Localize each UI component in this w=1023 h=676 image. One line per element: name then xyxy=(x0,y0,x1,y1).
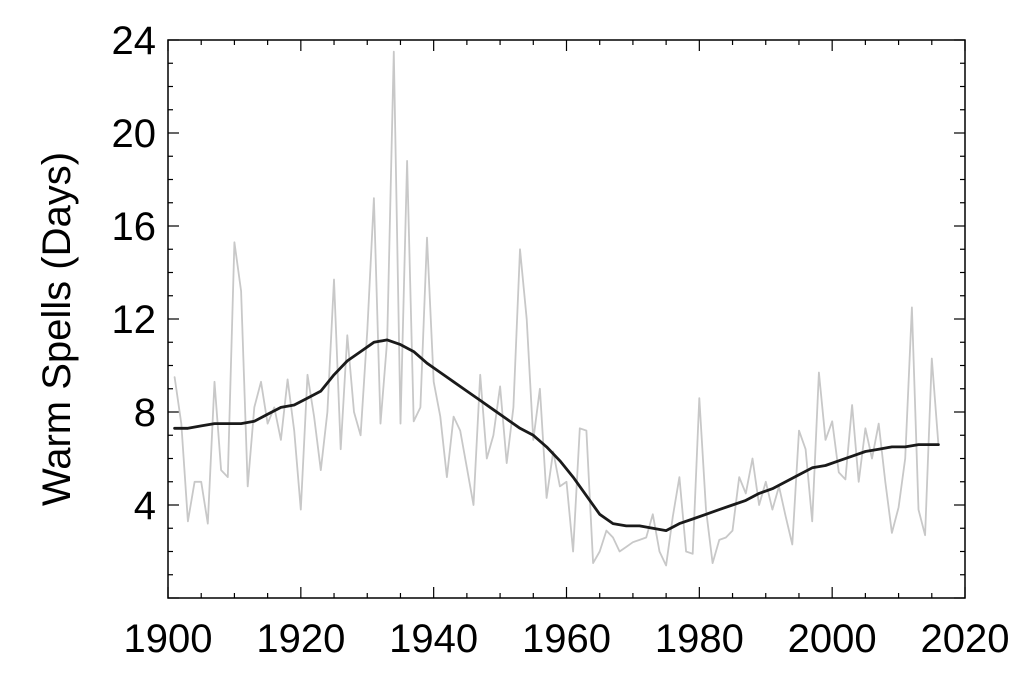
y-tick-label: 16 xyxy=(112,205,157,249)
x-tick-label: 2000 xyxy=(788,617,877,661)
x-tick-label: 1940 xyxy=(389,617,478,661)
y-tick-label: 20 xyxy=(112,112,157,156)
x-tick-label: 1980 xyxy=(655,617,744,661)
y-axis-ticks-left xyxy=(168,39,179,599)
y-tick-label: 4 xyxy=(134,484,156,528)
series-group xyxy=(173,50,940,567)
annual-values-line xyxy=(173,50,940,567)
x-tick-label: 1900 xyxy=(124,617,213,661)
x-axis-ticks-bottom xyxy=(167,587,966,598)
y-axis-ticks-right xyxy=(954,39,965,599)
smoothed-trend-line xyxy=(173,338,940,532)
y-tick-label: 24 xyxy=(112,19,157,63)
y-tick-label: 12 xyxy=(112,298,157,342)
x-axis-tick-labels: 1900 1920 1940 1960 1980 2000 2020 xyxy=(124,617,1010,661)
x-axis-ticks-top xyxy=(167,40,966,51)
y-axis-title: Warm Spells (Days) xyxy=(35,152,79,506)
x-tick-label: 1960 xyxy=(522,617,611,661)
y-axis-tick-labels: 4 8 12 16 20 24 xyxy=(112,19,157,528)
plot-frame xyxy=(167,39,966,599)
y-tick-label: 8 xyxy=(134,391,156,435)
x-tick-label: 1920 xyxy=(256,617,345,661)
x-tick-label: 2020 xyxy=(921,617,1010,661)
